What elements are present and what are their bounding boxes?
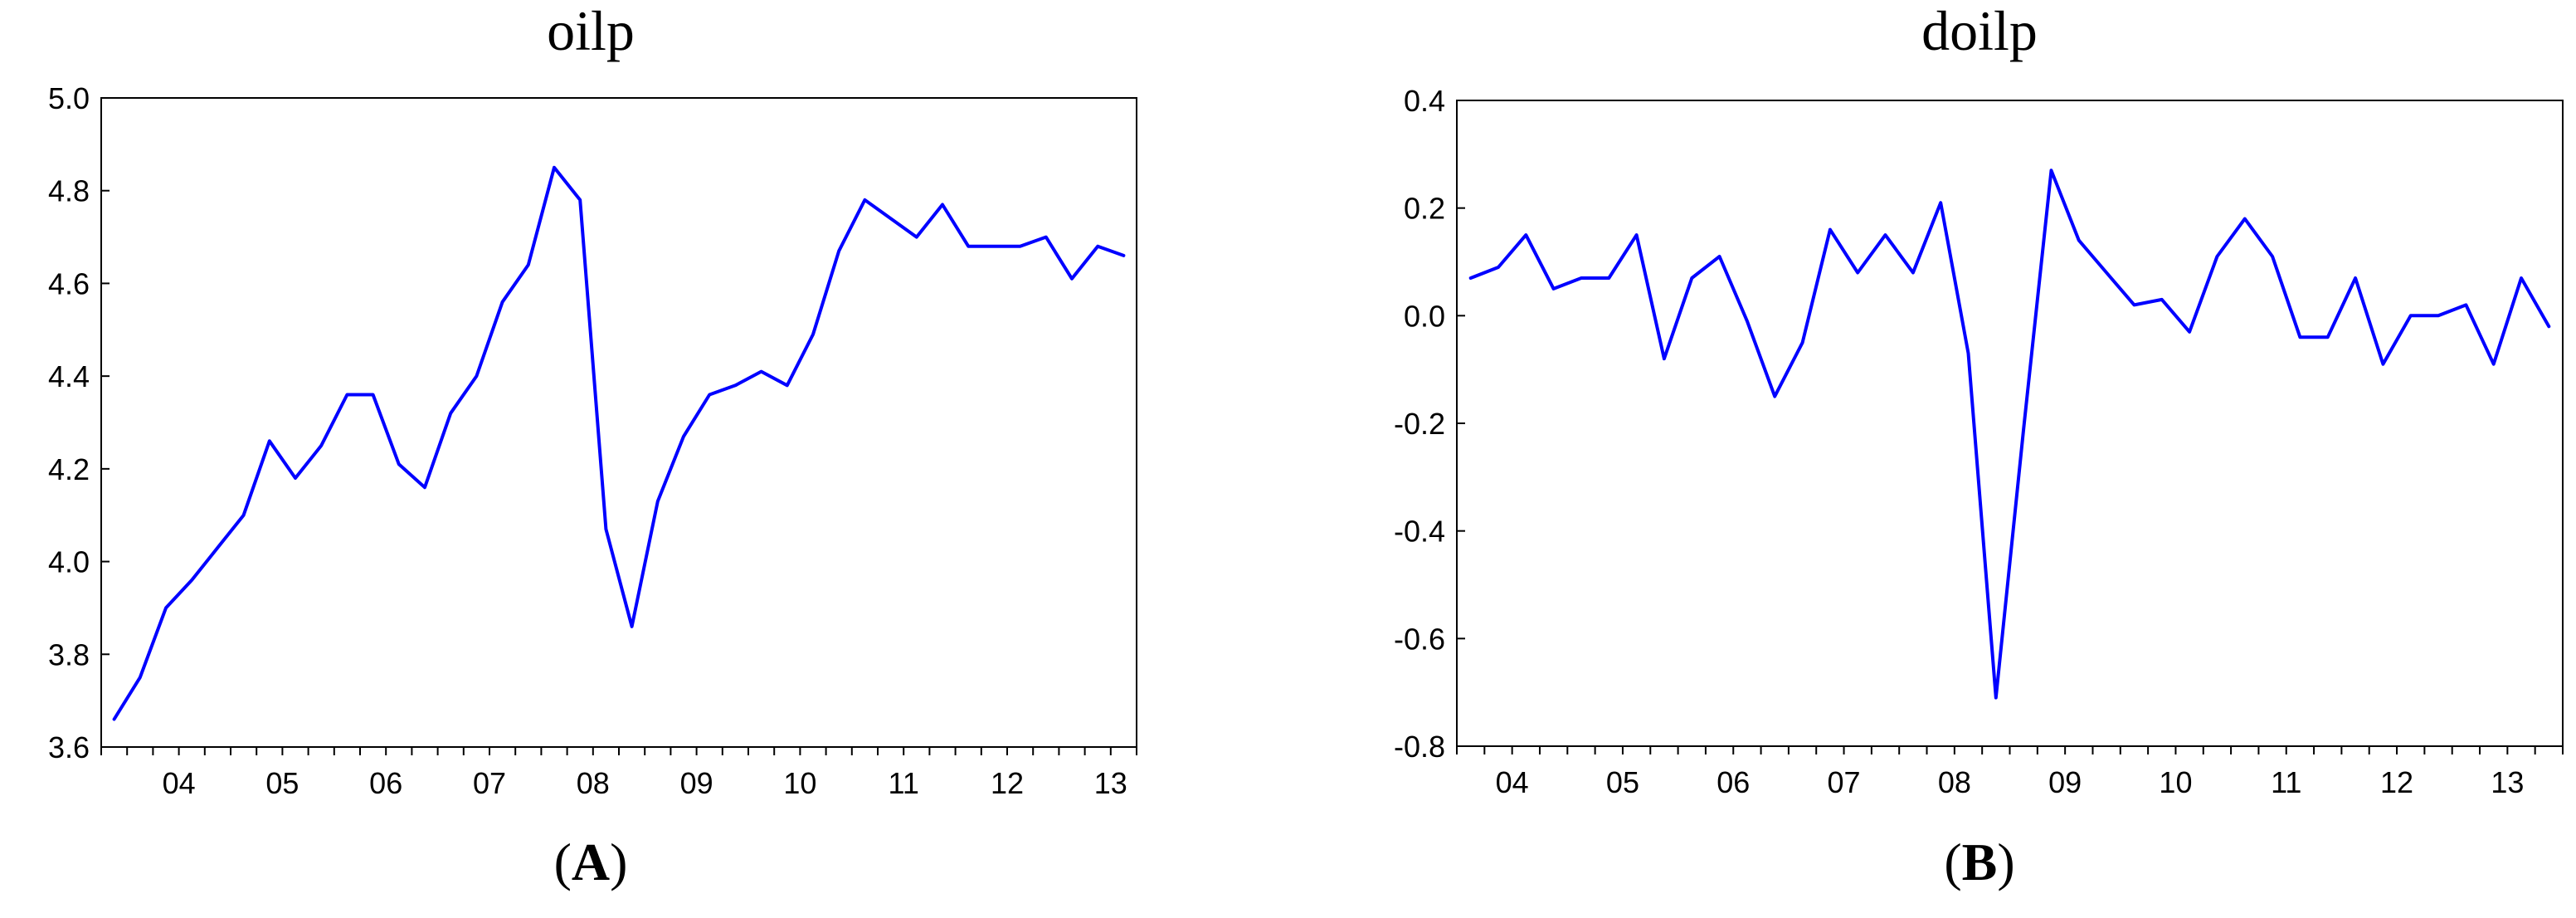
x-tick-label-oilp-8: 12 bbox=[991, 766, 1024, 800]
chart-title-oilp: oilp bbox=[547, 0, 635, 62]
series-line-oilp bbox=[112, 165, 1126, 721]
y-tick-label-oilp-1: 4.8 bbox=[48, 174, 90, 208]
x-axis-doilp: 04 05 06 07 08 09 10 11 12 13 bbox=[1456, 746, 2564, 799]
x-tick-label-oilp-4: 08 bbox=[577, 766, 610, 800]
x-tick-label-doilp-6: 10 bbox=[2159, 765, 2192, 799]
y-tick-label-doilp-1: 0.2 bbox=[1404, 192, 1445, 226]
x-tick-label-oilp-2: 06 bbox=[369, 766, 402, 800]
y-tick-label-oilp-2: 4.6 bbox=[48, 266, 90, 300]
y-tick-label-oilp-5: 4.0 bbox=[48, 545, 90, 579]
x-tick-label-doilp-4: 08 bbox=[1938, 765, 1971, 799]
series-group-oilp bbox=[112, 165, 1126, 721]
series-group-doilp bbox=[1468, 168, 2551, 700]
y-tick-label-doilp-4: -0.4 bbox=[1394, 515, 1445, 549]
y-tick-label-oilp-0: 5.0 bbox=[48, 81, 90, 115]
x-tick-label-oilp-0: 04 bbox=[163, 766, 196, 800]
y-tick-label-doilp-5: -0.6 bbox=[1394, 622, 1445, 656]
x-tick-label-oilp-1: 05 bbox=[265, 766, 299, 800]
y-tick-label-doilp-2: 0.0 bbox=[1404, 299, 1445, 333]
y-axis-oilp: 5.0 4.8 4.6 4.4 4.2 4.0 3.8 3.6 bbox=[48, 81, 110, 764]
series-line-doilp bbox=[1468, 168, 2551, 700]
chart-oilp: oilp 5.0 4.8 4.6 4.4 4.2 4.0 3.8 3.6 04 05 06 07 08… bbox=[48, 0, 1137, 891]
chart-title-doilp: doilp bbox=[1921, 0, 2038, 62]
y-tick-label-doilp-6: -0.8 bbox=[1394, 730, 1445, 764]
x-tick-label-oilp-7: 11 bbox=[889, 766, 919, 800]
y-tick-label-oilp-6: 3.8 bbox=[48, 637, 90, 671]
plot-frame-doilp bbox=[1456, 100, 2564, 747]
y-tick-label-oilp-7: 3.6 bbox=[48, 730, 90, 764]
panel-label-a-letter: A bbox=[572, 833, 610, 891]
x-tick-label-oilp-6: 10 bbox=[783, 766, 816, 800]
x-tick-label-doilp-7: 11 bbox=[2271, 765, 2301, 799]
panel-label-a: (A) bbox=[554, 833, 628, 891]
x-tick-label-oilp-9: 13 bbox=[1094, 766, 1127, 800]
plot-frame-oilp bbox=[100, 97, 1137, 748]
y-tick-label-oilp-3: 4.4 bbox=[48, 359, 90, 393]
y-tick-label-doilp-0: 0.4 bbox=[1404, 84, 1445, 118]
x-tick-label-oilp-3: 07 bbox=[473, 766, 506, 800]
panel-label-b-letter: B bbox=[1962, 833, 1998, 891]
y-tick-label-oilp-4: 4.2 bbox=[48, 452, 90, 486]
x-tick-label-doilp-5: 09 bbox=[2048, 765, 2082, 799]
y-tick-label-doilp-3: -0.2 bbox=[1394, 407, 1445, 441]
x-axis-oilp: 04 05 06 07 08 09 10 11 12 13 bbox=[100, 747, 1137, 800]
x-tick-label-doilp-2: 06 bbox=[1717, 765, 1750, 799]
x-tick-label-doilp-9: 13 bbox=[2491, 765, 2524, 799]
x-tick-label-oilp-5: 09 bbox=[680, 766, 713, 800]
x-tick-label-doilp-1: 05 bbox=[1606, 765, 1639, 799]
x-tick-label-doilp-3: 07 bbox=[1828, 765, 1861, 799]
x-tick-label-doilp-8: 12 bbox=[2380, 765, 2413, 799]
x-tick-label-doilp-0: 04 bbox=[1496, 765, 1529, 799]
panel-label-b: (B) bbox=[1944, 833, 2014, 891]
y-axis-doilp: 0.4 0.2 0.0 -0.2 -0.4 -0.6 -0.8 bbox=[1394, 84, 1465, 764]
chart-doilp: doilp 0.4 0.2 0.0 -0.2 -0.4 -0.6 -0.8 04 05 06 07… bbox=[1394, 0, 2564, 891]
